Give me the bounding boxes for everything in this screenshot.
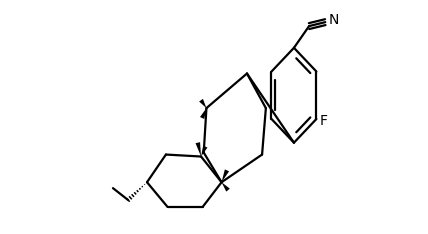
Text: N: N bbox=[329, 13, 339, 27]
Polygon shape bbox=[201, 146, 208, 157]
Text: F: F bbox=[320, 114, 328, 128]
Polygon shape bbox=[199, 99, 206, 108]
Polygon shape bbox=[222, 182, 230, 192]
Polygon shape bbox=[196, 142, 201, 157]
Polygon shape bbox=[222, 169, 229, 182]
Polygon shape bbox=[200, 108, 206, 119]
